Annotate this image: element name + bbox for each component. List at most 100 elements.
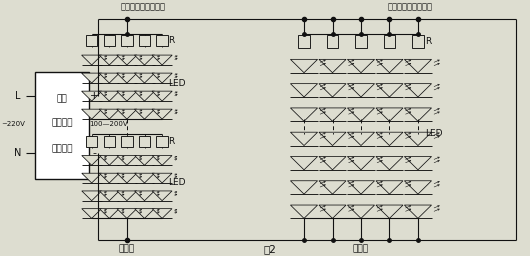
Polygon shape (117, 55, 137, 65)
Polygon shape (152, 155, 172, 165)
Bar (384, 35, 395, 48)
Polygon shape (99, 55, 119, 65)
Text: N: N (14, 148, 22, 158)
Text: LED: LED (169, 178, 186, 187)
Polygon shape (100, 173, 119, 183)
Polygon shape (319, 156, 346, 170)
Polygon shape (319, 84, 346, 97)
Polygon shape (135, 155, 154, 165)
Polygon shape (404, 108, 431, 121)
Polygon shape (376, 156, 403, 170)
Polygon shape (82, 91, 102, 101)
Polygon shape (290, 156, 317, 170)
Polygon shape (99, 109, 119, 119)
Polygon shape (347, 132, 375, 146)
Polygon shape (152, 73, 172, 83)
Polygon shape (152, 209, 172, 218)
Polygon shape (100, 155, 119, 165)
Text: 串并联法（不推荐）: 串并联法（不推荐） (387, 3, 432, 12)
Polygon shape (404, 205, 431, 218)
Polygon shape (376, 205, 403, 218)
Polygon shape (376, 132, 403, 146)
Text: L: L (15, 91, 21, 101)
Polygon shape (319, 108, 346, 121)
Polygon shape (347, 156, 375, 170)
Polygon shape (319, 132, 346, 146)
Polygon shape (404, 84, 431, 97)
Polygon shape (347, 59, 375, 73)
Polygon shape (100, 191, 119, 201)
Bar (355, 35, 367, 48)
Text: （左）: （左） (119, 244, 135, 253)
Text: +: + (90, 91, 99, 101)
Polygon shape (290, 84, 317, 97)
Text: R: R (425, 37, 431, 46)
Polygon shape (82, 55, 102, 65)
Bar (412, 35, 424, 48)
Text: R: R (169, 137, 174, 146)
Polygon shape (100, 209, 119, 218)
Text: 串并联接法（推荐）: 串并联接法（推荐） (121, 3, 166, 12)
Polygon shape (290, 132, 317, 146)
Text: LED: LED (425, 129, 442, 138)
Polygon shape (117, 191, 137, 201)
Text: 直流高压: 直流高压 (51, 119, 73, 128)
Polygon shape (117, 109, 137, 119)
Text: ~220V: ~220V (1, 121, 25, 127)
Polygon shape (404, 181, 431, 194)
Bar (103, 135, 115, 147)
Polygon shape (117, 91, 137, 101)
Bar (298, 35, 310, 48)
Bar (103, 35, 115, 46)
Text: 简易: 简易 (57, 94, 67, 103)
Bar (139, 135, 150, 147)
Polygon shape (82, 109, 102, 119)
Polygon shape (135, 191, 154, 201)
Polygon shape (404, 132, 431, 146)
Polygon shape (82, 173, 102, 183)
Bar (121, 35, 132, 46)
Polygon shape (135, 173, 154, 183)
Polygon shape (82, 155, 102, 165)
Polygon shape (347, 108, 375, 121)
Polygon shape (319, 205, 346, 218)
Text: -: - (92, 148, 96, 158)
Bar (86, 135, 98, 147)
Text: LED: LED (169, 79, 186, 88)
Polygon shape (99, 73, 119, 83)
Polygon shape (82, 73, 102, 83)
Polygon shape (135, 91, 155, 101)
Polygon shape (99, 91, 119, 101)
Polygon shape (135, 55, 155, 65)
Polygon shape (152, 191, 172, 201)
Polygon shape (117, 155, 137, 165)
Polygon shape (152, 109, 172, 119)
Polygon shape (404, 156, 431, 170)
Polygon shape (152, 55, 172, 65)
Polygon shape (376, 108, 403, 121)
Polygon shape (376, 84, 403, 97)
Bar (156, 35, 168, 46)
Polygon shape (135, 109, 155, 119)
Polygon shape (152, 173, 172, 183)
Bar (34, 72, 89, 179)
Text: 稳压电源: 稳压电源 (51, 144, 73, 154)
Bar (156, 135, 168, 147)
Polygon shape (135, 73, 155, 83)
Polygon shape (135, 209, 154, 218)
Text: 100—200V: 100—200V (90, 121, 128, 127)
Polygon shape (117, 209, 137, 218)
Text: （右）: （右） (353, 244, 369, 253)
Bar (326, 35, 339, 48)
Polygon shape (82, 191, 102, 201)
Polygon shape (152, 91, 172, 101)
Bar (121, 135, 132, 147)
Polygon shape (290, 205, 317, 218)
Polygon shape (290, 59, 317, 73)
Polygon shape (376, 59, 403, 73)
Bar (86, 35, 98, 46)
Bar (139, 35, 150, 46)
Text: R: R (169, 36, 174, 45)
Polygon shape (117, 73, 137, 83)
Polygon shape (347, 205, 375, 218)
